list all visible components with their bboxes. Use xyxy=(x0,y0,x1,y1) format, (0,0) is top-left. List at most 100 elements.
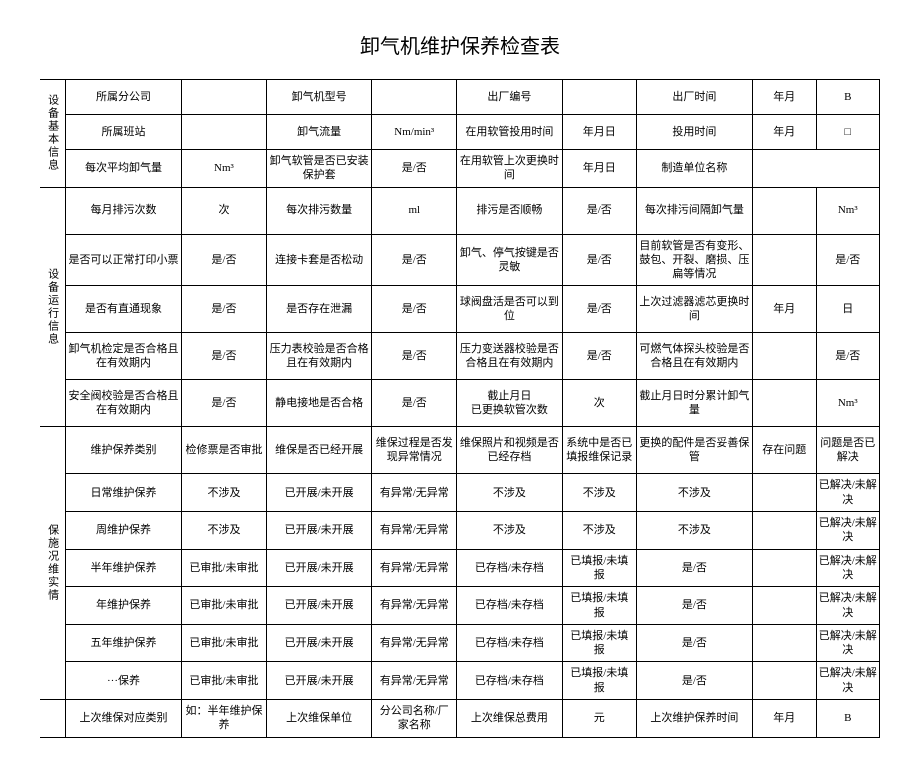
cell: 连接卡套是否松动 xyxy=(266,234,372,286)
section-maintenance: 保施况维实情 xyxy=(40,427,65,700)
cell: 是/否 xyxy=(636,624,752,662)
cell: 已解决/未解决 xyxy=(816,474,880,512)
cell: 上次维保对应类别 xyxy=(65,700,181,738)
cell: 五年维护保养 xyxy=(65,624,181,662)
cell: 是/否 xyxy=(372,286,457,333)
cell: 是否可以正常打印小票 xyxy=(65,234,181,286)
cell: 有异常/无异常 xyxy=(372,549,457,587)
cell: 问题是否已解决 xyxy=(816,427,880,474)
cell xyxy=(372,80,457,115)
cell: 维保照片和视频是否已经存档 xyxy=(457,427,563,474)
cell: 在用软管上次更换时间 xyxy=(457,150,563,188)
cell: Nm³ xyxy=(816,380,880,427)
cell: 元 xyxy=(562,700,636,738)
cell: 是/否 xyxy=(182,333,267,380)
cell: 日 xyxy=(816,286,880,333)
cell: 已审批/未审批 xyxy=(182,587,267,625)
cell: 是/否 xyxy=(636,587,752,625)
cell: 已审批/未审批 xyxy=(182,662,267,700)
cell: 不涉及 xyxy=(182,512,267,550)
cell xyxy=(562,80,636,115)
cell: 是/否 xyxy=(182,380,267,427)
cell: ml xyxy=(372,187,457,234)
cell: 静电接地是否合格 xyxy=(266,380,372,427)
cell: 系统中是否已填报维保记录 xyxy=(562,427,636,474)
cell: 年月 xyxy=(753,80,816,115)
cell: 每次平均卸气量 xyxy=(65,150,181,188)
cell: 是/否 xyxy=(372,234,457,286)
cell: 卸气、停气按键是否灵敏 xyxy=(457,234,563,286)
cell: 压力变送器校验是否合格且在有效期内 xyxy=(457,333,563,380)
cell: 已存档/未存档 xyxy=(457,662,563,700)
cell xyxy=(753,380,816,427)
cell: 上次维保总费用 xyxy=(457,700,563,738)
cell xyxy=(753,333,816,380)
cell: 已解决/未解决 xyxy=(816,662,880,700)
cell: Nm/min³ xyxy=(372,115,457,150)
cell: 不涉及 xyxy=(182,474,267,512)
cell: 压力表校验是否合格且在有效期内 xyxy=(266,333,372,380)
cell: 出厂编号 xyxy=(457,80,563,115)
cell: 已解决/未解决 xyxy=(816,624,880,662)
cell: 每月排污次数 xyxy=(65,187,181,234)
cell: 不涉及 xyxy=(636,512,752,550)
cell: 是/否 xyxy=(562,187,636,234)
cell: 有异常/无异常 xyxy=(372,587,457,625)
cell: 安全阀校验是否合格且在有效期内 xyxy=(65,380,181,427)
cell: 截止月日 已更换软管次数 xyxy=(457,380,563,427)
cell: Nm³ xyxy=(816,187,880,234)
cell: 是/否 xyxy=(182,234,267,286)
page-title: 卸气机维护保养检查表 xyxy=(40,30,880,59)
section-last xyxy=(40,700,65,738)
cell: 是/否 xyxy=(562,333,636,380)
cell: 更换的配件是否妥善保管 xyxy=(636,427,752,474)
cell: 已开展/未开展 xyxy=(266,549,372,587)
cell: 年月 xyxy=(753,286,816,333)
cell: 有异常/无异常 xyxy=(372,512,457,550)
cell: 每次排污间隔卸气量 xyxy=(636,187,752,234)
cell xyxy=(753,187,816,234)
cell: □ xyxy=(816,115,880,150)
cell: 所属班站 xyxy=(65,115,181,150)
cell: 制造单位名称 xyxy=(636,150,752,188)
inspection-table: 设备基本信息 所属分公司 卸气机型号 出厂编号 出厂时间年月B 所属班站 卸气流… xyxy=(40,79,880,738)
cell: 已解决/未解决 xyxy=(816,549,880,587)
cell: 不涉及 xyxy=(636,474,752,512)
cell: 维保过程是否发现异常情况 xyxy=(372,427,457,474)
cell xyxy=(753,549,816,587)
cell: 是/否 xyxy=(372,333,457,380)
cell: 年月日 xyxy=(562,150,636,188)
cell: ···保养 xyxy=(65,662,181,700)
cell: 已解决/未解决 xyxy=(816,512,880,550)
cell: 存在问题 xyxy=(753,427,816,474)
cell: 是否存在泄漏 xyxy=(266,286,372,333)
section-basic-info: 设备基本信息 xyxy=(40,80,65,188)
cell: 年月 xyxy=(753,700,816,738)
cell: 是/否 xyxy=(636,662,752,700)
cell: 半年维护保养 xyxy=(65,549,181,587)
cell: 目前软管是否有变形、鼓包、开裂、磨损、压扁等情况 xyxy=(636,234,752,286)
cell xyxy=(182,115,267,150)
cell: 已存档/未存档 xyxy=(457,624,563,662)
cell: 所属分公司 xyxy=(65,80,181,115)
cell: 已审批/未审批 xyxy=(182,624,267,662)
cell: 是/否 xyxy=(372,150,457,188)
cell: 年维护保养 xyxy=(65,587,181,625)
cell: 已开展/未开展 xyxy=(266,512,372,550)
cell: B xyxy=(816,700,880,738)
cell: 已审批/未审批 xyxy=(182,549,267,587)
cell: 如：半年维护保养 xyxy=(182,700,267,738)
cell: 可燃气体探头校验是否合格且在有效期内 xyxy=(636,333,752,380)
cell: 不涉及 xyxy=(457,474,563,512)
cell: 是/否 xyxy=(562,234,636,286)
cell: 维护保养类别 xyxy=(65,427,181,474)
cell xyxy=(182,80,267,115)
cell: 排污是否顺畅 xyxy=(457,187,563,234)
cell: 日常维护保养 xyxy=(65,474,181,512)
cell: 上次维保单位 xyxy=(266,700,372,738)
cell: 是/否 xyxy=(372,380,457,427)
cell xyxy=(753,587,816,625)
cell: 次 xyxy=(182,187,267,234)
cell: 有异常/无异常 xyxy=(372,474,457,512)
cell: 卸气机检定是否合格且在有效期内 xyxy=(65,333,181,380)
